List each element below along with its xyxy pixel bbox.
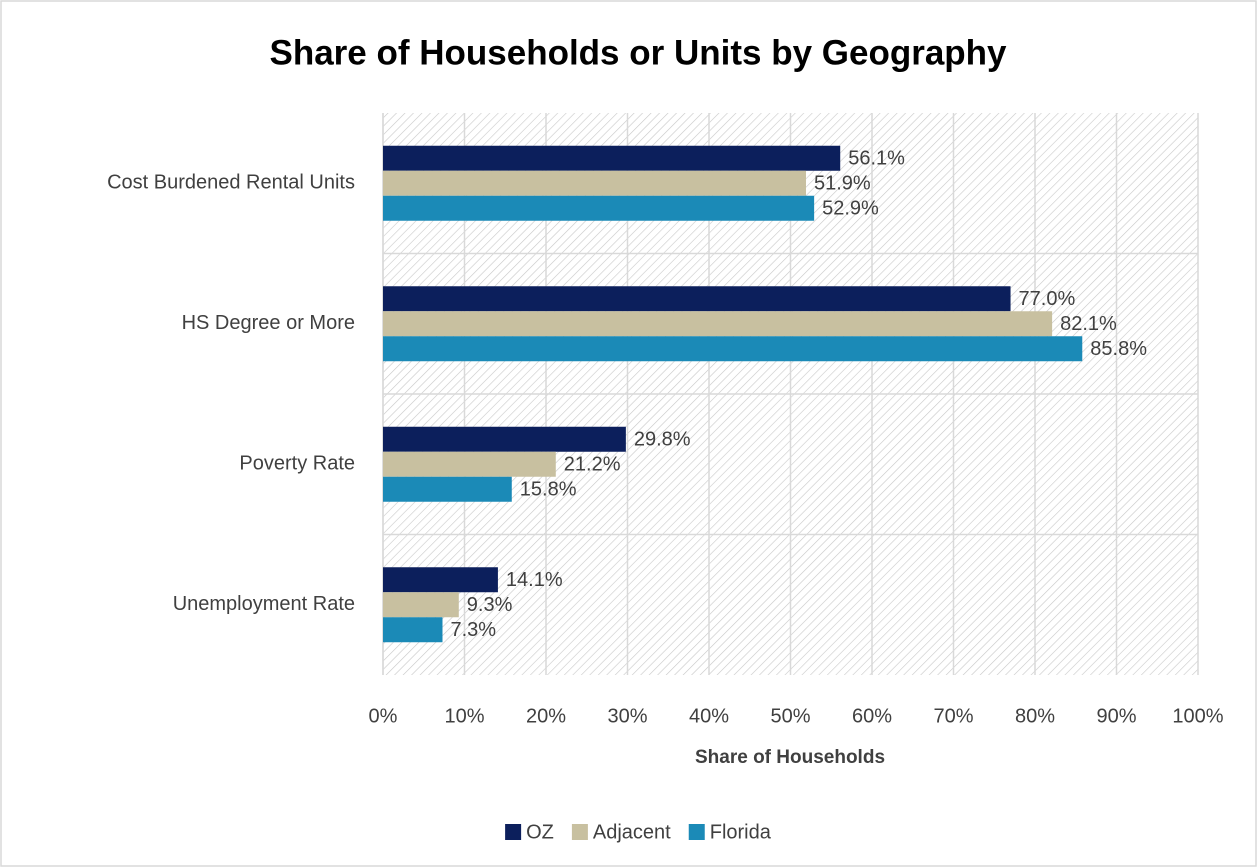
- value-label: 82.1%: [1060, 313, 1117, 335]
- y-tick-label: Unemployment Rate: [173, 593, 355, 615]
- bar: [383, 567, 498, 593]
- value-label: 29.8%: [634, 429, 691, 451]
- bar: [383, 426, 626, 452]
- bar: [383, 617, 443, 643]
- value-label: 85.8%: [1090, 338, 1147, 360]
- value-label: 7.3%: [450, 619, 496, 641]
- x-tick-label: 50%: [770, 705, 810, 727]
- bar: [383, 286, 1011, 312]
- bar: [383, 195, 815, 221]
- bar: [383, 170, 806, 196]
- x-axis-title: Share of Households: [695, 747, 885, 768]
- bar: [383, 592, 459, 618]
- x-tick-label: 90%: [1096, 705, 1136, 727]
- legend-swatch: [688, 824, 705, 840]
- bar: [383, 145, 841, 171]
- x-tick-label: 100%: [1172, 705, 1223, 727]
- bar: [383, 476, 512, 502]
- bar: [383, 336, 1083, 362]
- x-tick-label: 30%: [607, 705, 647, 727]
- bar: [383, 311, 1053, 337]
- x-tick-label: 60%: [852, 705, 892, 727]
- value-label: 14.1%: [506, 569, 563, 591]
- value-label: 56.1%: [848, 148, 905, 170]
- value-label: 52.9%: [822, 198, 879, 220]
- x-tick-label: 0%: [369, 705, 398, 727]
- value-label: 77.0%: [1019, 288, 1076, 310]
- x-tick-label: 70%: [933, 705, 973, 727]
- value-label: 15.8%: [520, 479, 577, 501]
- value-label: 51.9%: [814, 173, 871, 195]
- bar: [383, 451, 556, 477]
- legend-swatch: [505, 824, 522, 840]
- legend-label: Adjacent: [593, 821, 671, 843]
- x-tick-label: 80%: [1015, 705, 1055, 727]
- y-tick-label: HS Degree or More: [182, 312, 355, 334]
- x-tick-label: 20%: [526, 705, 566, 727]
- y-tick-label: Cost Burdened Rental Units: [107, 172, 355, 194]
- legend-swatch: [571, 824, 588, 840]
- x-tick-label: 40%: [689, 705, 729, 727]
- legend-label: OZ: [526, 821, 554, 843]
- x-tick-label: 10%: [444, 705, 484, 727]
- value-label: 9.3%: [467, 594, 513, 616]
- y-tick-label: Poverty Rate: [239, 453, 355, 475]
- legend-label: Florida: [710, 821, 772, 843]
- chart-title: Share of Households or Units by Geograph…: [269, 33, 1007, 72]
- value-label: 21.2%: [564, 454, 621, 476]
